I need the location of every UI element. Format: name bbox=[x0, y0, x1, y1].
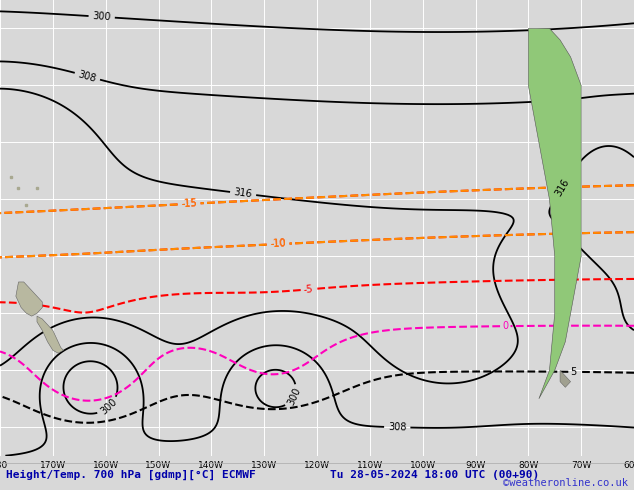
Text: Tu 28-05-2024 18:00 UTC (00+90): Tu 28-05-2024 18:00 UTC (00+90) bbox=[330, 470, 539, 480]
Text: 300: 300 bbox=[92, 11, 111, 23]
Text: 316: 316 bbox=[233, 187, 253, 200]
Text: ©weatheronline.co.uk: ©weatheronline.co.uk bbox=[503, 478, 628, 488]
Text: -10: -10 bbox=[270, 239, 286, 249]
Polygon shape bbox=[528, 28, 581, 399]
Text: 308: 308 bbox=[388, 422, 406, 433]
Text: 316: 316 bbox=[553, 177, 571, 198]
Polygon shape bbox=[37, 316, 63, 353]
Text: 5: 5 bbox=[571, 367, 577, 377]
Text: Height/Temp. 700 hPa [gdmp][°C] ECMWF: Height/Temp. 700 hPa [gdmp][°C] ECMWF bbox=[6, 470, 256, 480]
Text: 308: 308 bbox=[77, 69, 98, 84]
Text: -15: -15 bbox=[181, 198, 197, 209]
Polygon shape bbox=[560, 370, 571, 388]
Text: 300: 300 bbox=[98, 397, 119, 417]
Text: -5: -5 bbox=[303, 284, 314, 295]
Text: -10: -10 bbox=[270, 239, 286, 249]
Polygon shape bbox=[16, 282, 42, 316]
Text: 0: 0 bbox=[502, 321, 508, 331]
Text: 300: 300 bbox=[286, 386, 302, 407]
Text: -15: -15 bbox=[181, 198, 197, 209]
